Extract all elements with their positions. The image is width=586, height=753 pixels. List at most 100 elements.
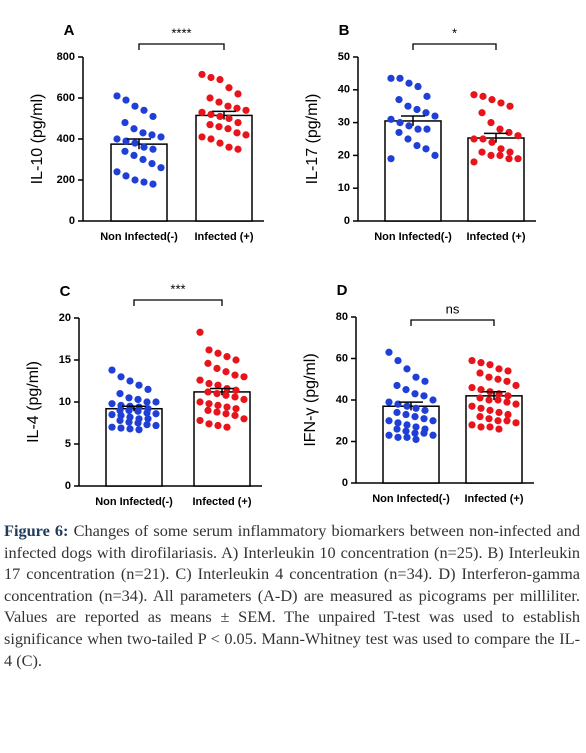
y-tick-label: 40 [336,394,348,406]
data-point [143,398,151,406]
data-point [476,413,484,421]
data-point [423,92,431,100]
data-point [412,404,420,412]
data-point [497,99,505,107]
data-point [108,400,116,408]
data-point [240,373,248,381]
data-point [116,416,124,425]
data-point [149,145,157,153]
data-point [240,415,248,423]
data-point [393,381,401,390]
bar [193,391,251,487]
data-point [402,386,410,394]
y-axis-label: IFN-γ (pg/ml) [302,353,319,446]
data-point [216,139,224,147]
data-point [130,151,138,159]
data-point [216,112,224,121]
data-point [215,98,223,106]
data-point [486,406,494,414]
data-point [224,102,232,110]
data-point [504,392,512,400]
data-point [152,410,160,418]
data-point [385,398,393,406]
data-point [157,164,165,172]
data-point [207,73,215,82]
data-point [387,155,395,163]
data-point [387,74,395,82]
data-point [207,110,215,118]
significance-label: **** [171,25,191,40]
data-point [242,131,250,139]
data-point [412,423,420,431]
data-point [403,402,411,410]
significance-label: * [452,25,457,40]
data-point [479,92,487,100]
data-point [485,415,493,423]
y-tick-label: 60 [336,352,348,364]
data-point [216,75,224,84]
x-tick-label: Non Infected(-) [100,231,178,243]
data-point [148,160,156,168]
y-axis-label: IL-4 (pg/ml) [25,361,42,443]
data-point [215,123,223,131]
y-tick-label: 20 [338,149,350,161]
data-point [421,406,429,414]
data-point [152,398,160,406]
data-point [225,114,233,123]
data-point [233,104,241,112]
y-tick-label: 40 [338,84,350,96]
data-point [117,424,125,432]
y-axis-label: IL-17 (pg/ml) [304,94,321,185]
data-point [470,158,478,166]
data-point [413,141,421,150]
panel-letter: C [60,283,71,300]
data-point [205,346,213,354]
data-point [148,131,156,139]
data-point [402,427,410,435]
data-point [223,353,231,361]
bar [465,395,523,484]
data-point [242,106,250,114]
y-tick-label: 800 [57,51,75,63]
data-point [231,411,239,420]
data-point [486,423,494,431]
data-point [204,388,212,396]
data-point [233,129,241,137]
data-point [198,70,206,79]
data-point [394,356,402,365]
significance-bracket [410,319,495,326]
data-point [393,408,401,417]
y-axis-label: IL-10 (pg/ml) [29,94,46,185]
data-point [121,119,129,127]
data-point [413,105,421,114]
data-point [468,402,476,410]
data-point [140,178,148,186]
data-point [140,143,148,151]
data-point [223,403,231,411]
data-point [496,151,504,159]
significance-bracket [138,43,225,50]
data-point [411,390,419,398]
data-point [503,398,511,406]
data-point [478,148,486,156]
data-point [422,145,430,153]
data-point [144,415,152,423]
data-point [144,385,152,393]
bar [467,137,525,222]
data-point [232,405,240,413]
data-point [479,135,487,143]
data-point [402,410,410,419]
data-point [495,425,503,433]
bar [105,407,163,487]
data-point [487,119,495,127]
data-point [504,367,512,375]
y-tick-label: 10 [59,396,71,408]
data-point [222,391,230,399]
x-tick-label: Infected (+) [193,496,252,508]
data-point [411,413,419,421]
data-point [213,364,221,372]
data-point [503,377,511,385]
data-point [429,431,437,439]
data-point [403,421,411,429]
data-point [512,400,520,408]
